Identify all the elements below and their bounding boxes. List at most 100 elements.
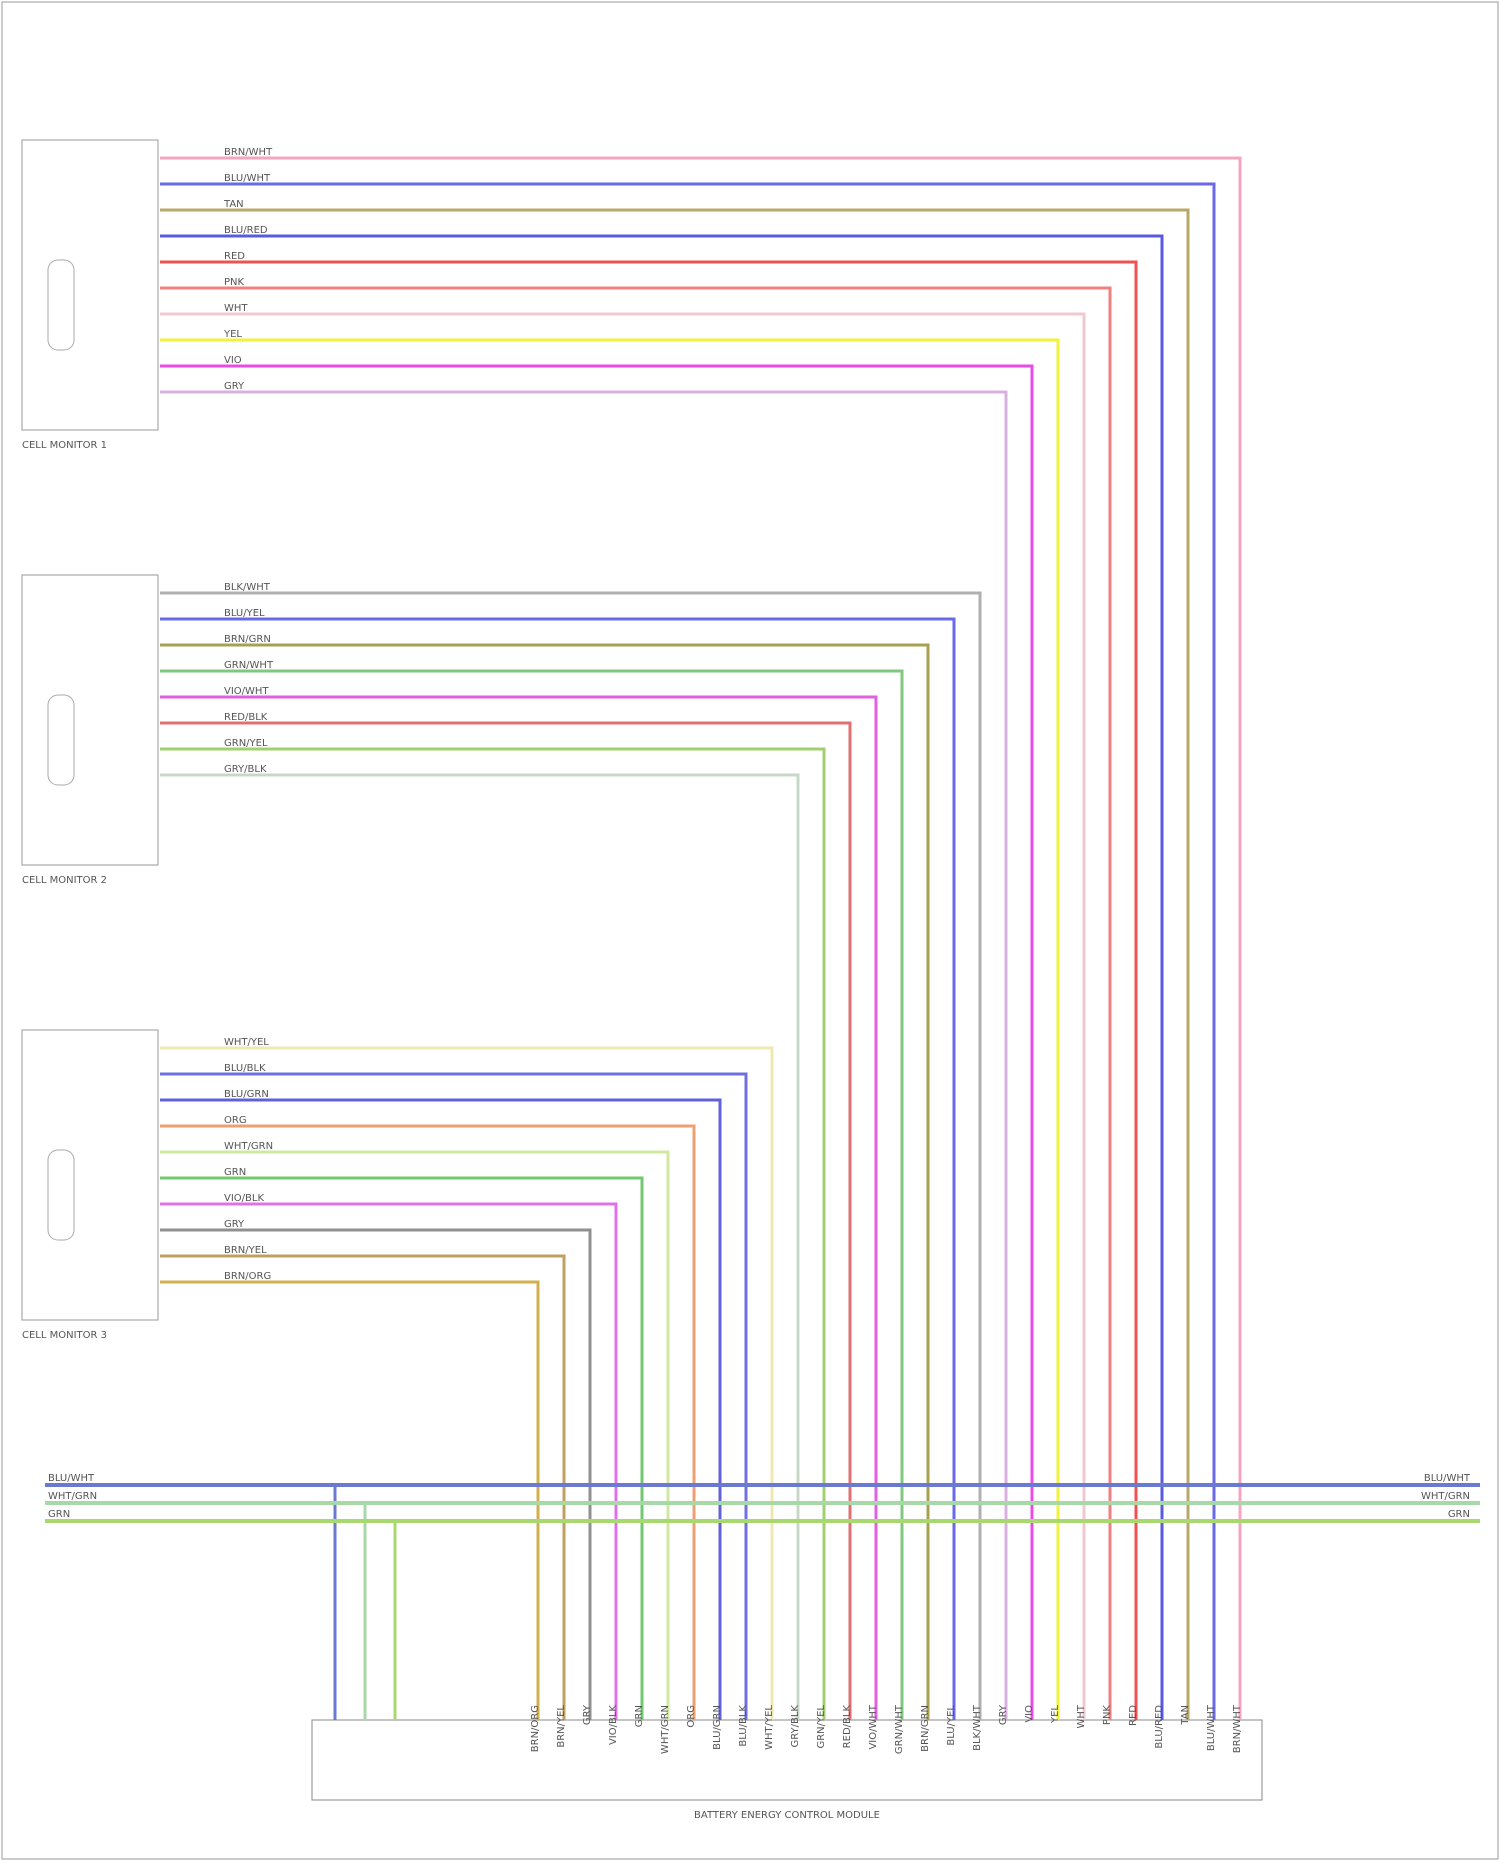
wire-label: BRN/ORG (224, 1271, 271, 1282)
wire (160, 1098, 722, 1720)
bus-label: BLU/WHT (1424, 1473, 1471, 1484)
wire-label: BLU/RED (224, 225, 268, 236)
pin-label: GRY (582, 1704, 593, 1725)
wire-label: YEL (223, 329, 242, 340)
wire-label: GRN/YEL (224, 738, 268, 749)
module-label: CELL MONITOR 3 (22, 1330, 107, 1341)
wire (160, 338, 1060, 1720)
wire (160, 390, 1008, 1720)
wire (160, 1072, 748, 1720)
wire (160, 643, 930, 1720)
pin-label: BRN/WHT (1232, 1704, 1243, 1753)
wire (160, 1176, 644, 1720)
pin-label: ORG (686, 1705, 697, 1728)
wire-label: VIO/WHT (224, 686, 269, 697)
wire-label: VIO/BLK (224, 1193, 264, 1204)
wire (160, 182, 1216, 1720)
wire (160, 234, 1164, 1720)
wire (160, 312, 1086, 1720)
wire-label: BRN/GRN (224, 634, 271, 645)
pin-label: BRN/ORG (530, 1705, 541, 1752)
wire (160, 364, 1034, 1720)
wire (160, 208, 1190, 1720)
wire-label: BLU/GRN (224, 1089, 269, 1100)
pin-label: BLU/BLK (738, 1705, 749, 1747)
wire-label: PNK (224, 277, 245, 288)
bus-label: GRN (48, 1509, 70, 1520)
wire-label: GRY (224, 381, 245, 392)
pin-label: GRN (634, 1705, 645, 1727)
controller-label: BATTERY ENERGY CONTROL MODULE (694, 1810, 880, 1821)
wire-label: GRY (224, 1219, 245, 1230)
connector-icon (47, 259, 75, 351)
wire-label: GRN/WHT (224, 660, 274, 671)
wire (160, 156, 1242, 1720)
wire-label: BRN/YEL (224, 1245, 267, 1256)
wire-label: ORG (224, 1115, 247, 1126)
wire-label: BLK/WHT (224, 582, 271, 593)
bus-label: BLU/WHT (48, 1473, 95, 1484)
pin-label: BLK/WHT (972, 1704, 983, 1751)
controller-box (311, 1719, 1263, 1801)
wire (160, 1124, 696, 1720)
pin-label: VIO (1024, 1705, 1035, 1723)
wire (160, 1254, 566, 1720)
module-box (21, 1029, 159, 1321)
pin-label: BRN/YEL (556, 1705, 567, 1748)
pin-label: VIO/BLK (608, 1705, 619, 1745)
pin-label: BLU/RED (1154, 1705, 1165, 1749)
wire-label: BLU/YEL (224, 608, 265, 619)
wire (160, 773, 800, 1720)
wire (160, 695, 878, 1720)
wire-label: WHT/GRN (224, 1141, 273, 1152)
pin-label: TAN (1180, 1705, 1191, 1726)
pin-label: VIO/WHT (868, 1704, 879, 1749)
wire-label: GRN (224, 1167, 246, 1178)
pin-label: GRY (998, 1704, 1009, 1725)
pin-label: RED (1128, 1705, 1139, 1726)
wire-label: WHT (224, 303, 248, 314)
wire (160, 721, 852, 1720)
wire (160, 1202, 618, 1720)
wire (160, 286, 1112, 1720)
bus-label: GRN (1448, 1509, 1470, 1520)
wire-label: RED/BLK (224, 712, 268, 723)
pin-label: GRN/YEL (816, 1705, 827, 1749)
pin-label: GRY/BLK (790, 1705, 801, 1748)
pin-label: BLU/WHT (1206, 1704, 1217, 1751)
wire (160, 617, 956, 1720)
pin-label: BLU/GRN (712, 1705, 723, 1750)
wire (160, 669, 904, 1720)
wire-label: BLU/BLK (224, 1063, 266, 1074)
wire-label: RED (224, 251, 245, 262)
wire-label: TAN (223, 199, 244, 210)
wire (160, 591, 982, 1720)
pin-label: BRN/GRN (920, 1705, 931, 1752)
pin-label: GRN/WHT (894, 1704, 905, 1754)
pin-label: WHT/YEL (764, 1705, 775, 1750)
wire-label: BLU/WHT (224, 173, 271, 184)
module-label: CELL MONITOR 2 (22, 875, 107, 886)
wire-label: WHT/YEL (224, 1037, 269, 1048)
pin-label: RED/BLK (842, 1705, 853, 1749)
pin-label: PNK (1102, 1705, 1113, 1726)
module-box (21, 139, 159, 431)
wire-label: BRN/WHT (224, 147, 273, 158)
bus-label: WHT/GRN (48, 1491, 97, 1502)
wire-label: GRY/BLK (224, 764, 267, 775)
pin-label: WHT/GRN (660, 1705, 671, 1754)
pin-label: YEL (1050, 1705, 1061, 1724)
connector-icon (47, 694, 75, 786)
pin-label: BLU/YEL (946, 1705, 957, 1746)
wire (160, 1280, 540, 1720)
pin-label: WHT (1076, 1704, 1087, 1728)
wire (160, 1046, 774, 1720)
bus-label: WHT/GRN (1421, 1491, 1470, 1502)
wire (160, 1228, 592, 1720)
module-box (21, 574, 159, 866)
wire-label: VIO (224, 355, 242, 366)
connector-icon (47, 1149, 75, 1241)
